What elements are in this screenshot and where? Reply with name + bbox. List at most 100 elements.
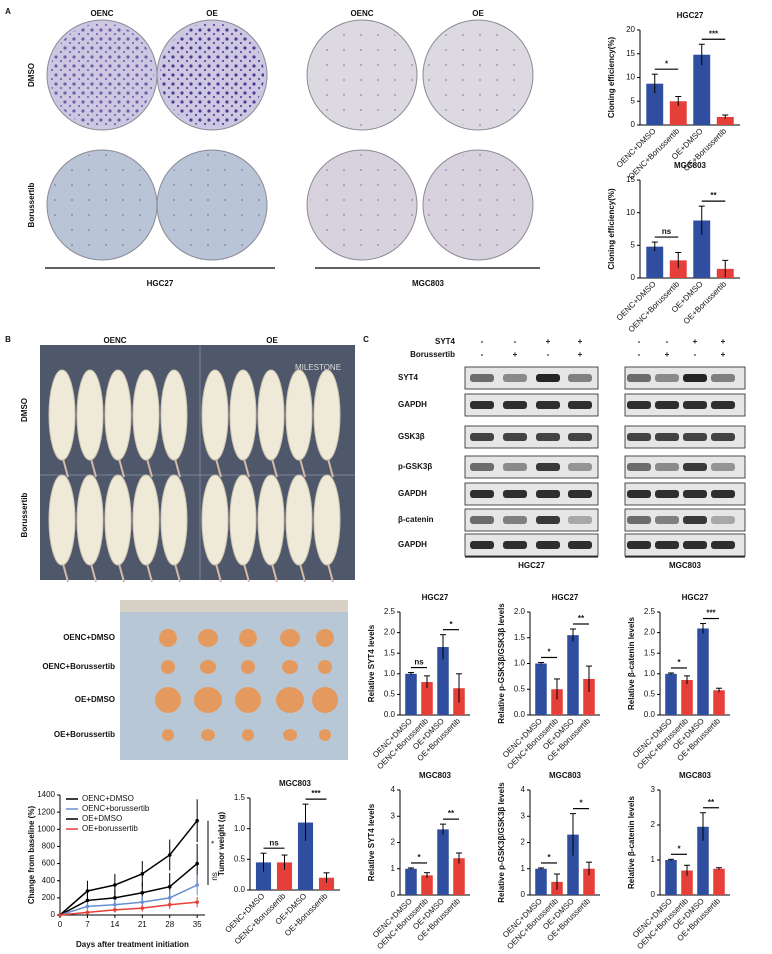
y-tick-label: 800 xyxy=(42,842,56,851)
bar xyxy=(405,673,417,715)
tumor xyxy=(162,729,174,741)
mouse xyxy=(285,474,313,566)
treatment-label: SYT4 xyxy=(435,337,456,346)
bar xyxy=(567,834,579,895)
blot-band xyxy=(627,433,651,441)
blot-strip xyxy=(464,533,599,557)
chart-title: HGC27 xyxy=(677,11,704,20)
point xyxy=(85,904,90,909)
bar xyxy=(583,868,595,895)
blot-band xyxy=(503,541,527,549)
chart-title: MGC803 xyxy=(419,771,452,780)
mouse xyxy=(313,474,341,566)
bar xyxy=(297,822,314,890)
significance-label: * xyxy=(449,620,453,629)
bar xyxy=(551,689,563,715)
mouse xyxy=(160,369,188,461)
y-tick-label: 1.0 xyxy=(644,669,656,678)
mouse xyxy=(313,369,341,461)
significance-label: ** xyxy=(708,798,715,807)
blot-band xyxy=(503,463,527,471)
tumor xyxy=(155,687,181,713)
mouse xyxy=(104,369,132,461)
y-tick-label: 1 xyxy=(521,864,526,873)
blot-band xyxy=(711,490,735,498)
tumor xyxy=(161,660,175,674)
bar xyxy=(535,663,547,715)
point xyxy=(58,913,62,917)
significance-label: ns xyxy=(414,658,424,667)
blot-band xyxy=(655,374,679,382)
bar xyxy=(665,673,677,715)
tumor xyxy=(318,660,332,674)
y-tick-label: 20 xyxy=(626,25,635,34)
significance-label: * xyxy=(677,658,681,667)
significance-label: ns xyxy=(662,227,672,236)
point xyxy=(195,900,199,904)
y-tick-label: 5 xyxy=(631,240,636,249)
bar xyxy=(255,862,272,890)
blot-band xyxy=(627,541,651,549)
y-tick-label: 1.0 xyxy=(234,824,246,833)
blot-band xyxy=(683,463,707,471)
y-axis-label: Cloning efficiency(%) xyxy=(607,36,616,118)
mouse xyxy=(285,369,313,461)
blot-band xyxy=(568,541,592,549)
significance-label: ns xyxy=(269,838,279,847)
colonies xyxy=(160,153,264,257)
blot-band xyxy=(470,541,494,549)
y-axis-label: Relative β-catenin levels xyxy=(627,616,636,709)
blot-band xyxy=(655,433,679,441)
significance-label: ** xyxy=(710,191,717,200)
bar xyxy=(716,116,734,125)
x-axis-label: Days after treatment initiation xyxy=(76,940,189,949)
tumor xyxy=(200,660,216,674)
blot-band xyxy=(627,401,651,409)
bar xyxy=(646,83,664,125)
blot-strip xyxy=(464,455,599,479)
y-tick-label: 1000 xyxy=(37,824,55,833)
y-tick-label: 2 xyxy=(521,838,526,847)
blot-band xyxy=(683,490,707,498)
row-label: OE+DMSO xyxy=(75,695,115,704)
legend-label: OENC+DMSO xyxy=(82,794,134,803)
y-axis-label: Tumor weight (g) xyxy=(217,812,226,877)
y-tick-label: 0 xyxy=(631,273,636,282)
y-tick-label: 3 xyxy=(651,785,656,794)
treatment-sign: + xyxy=(721,350,726,359)
blot-band xyxy=(711,433,735,441)
mouse xyxy=(76,369,104,461)
y-tick-label: 15 xyxy=(626,49,635,58)
y-axis-label: Cloning efficiency(%) xyxy=(607,188,616,270)
y-tick-label: 3 xyxy=(391,811,396,820)
point xyxy=(113,902,117,907)
colonies xyxy=(50,153,154,257)
row-label: DMSO xyxy=(27,63,36,87)
blot-band xyxy=(655,490,679,498)
y-tick-label: 2 xyxy=(651,820,656,829)
blot-band xyxy=(503,516,527,524)
tumor xyxy=(282,660,298,674)
bar xyxy=(405,868,417,895)
blot-band xyxy=(503,401,527,409)
y-tick-label: 5 xyxy=(631,96,636,105)
point xyxy=(140,890,145,895)
series-line xyxy=(59,862,198,916)
blot-band xyxy=(627,463,651,471)
colonies xyxy=(310,23,414,127)
y-tick-label: 600 xyxy=(42,859,56,868)
blot-band xyxy=(503,433,527,441)
y-tick-label: 10 xyxy=(626,208,635,217)
point xyxy=(140,906,145,910)
blot-band xyxy=(568,490,592,498)
y-tick-label: 2 xyxy=(391,838,396,847)
tumor xyxy=(235,687,261,713)
tumor xyxy=(159,629,177,647)
treatment-sign: + xyxy=(693,337,698,346)
bar xyxy=(421,682,433,715)
treatment-sign: - xyxy=(638,350,641,359)
blot-strip xyxy=(464,425,599,449)
tumor xyxy=(312,687,338,713)
x-tick-label: 7 xyxy=(85,920,90,929)
y-tick-label: 0.0 xyxy=(514,710,526,719)
